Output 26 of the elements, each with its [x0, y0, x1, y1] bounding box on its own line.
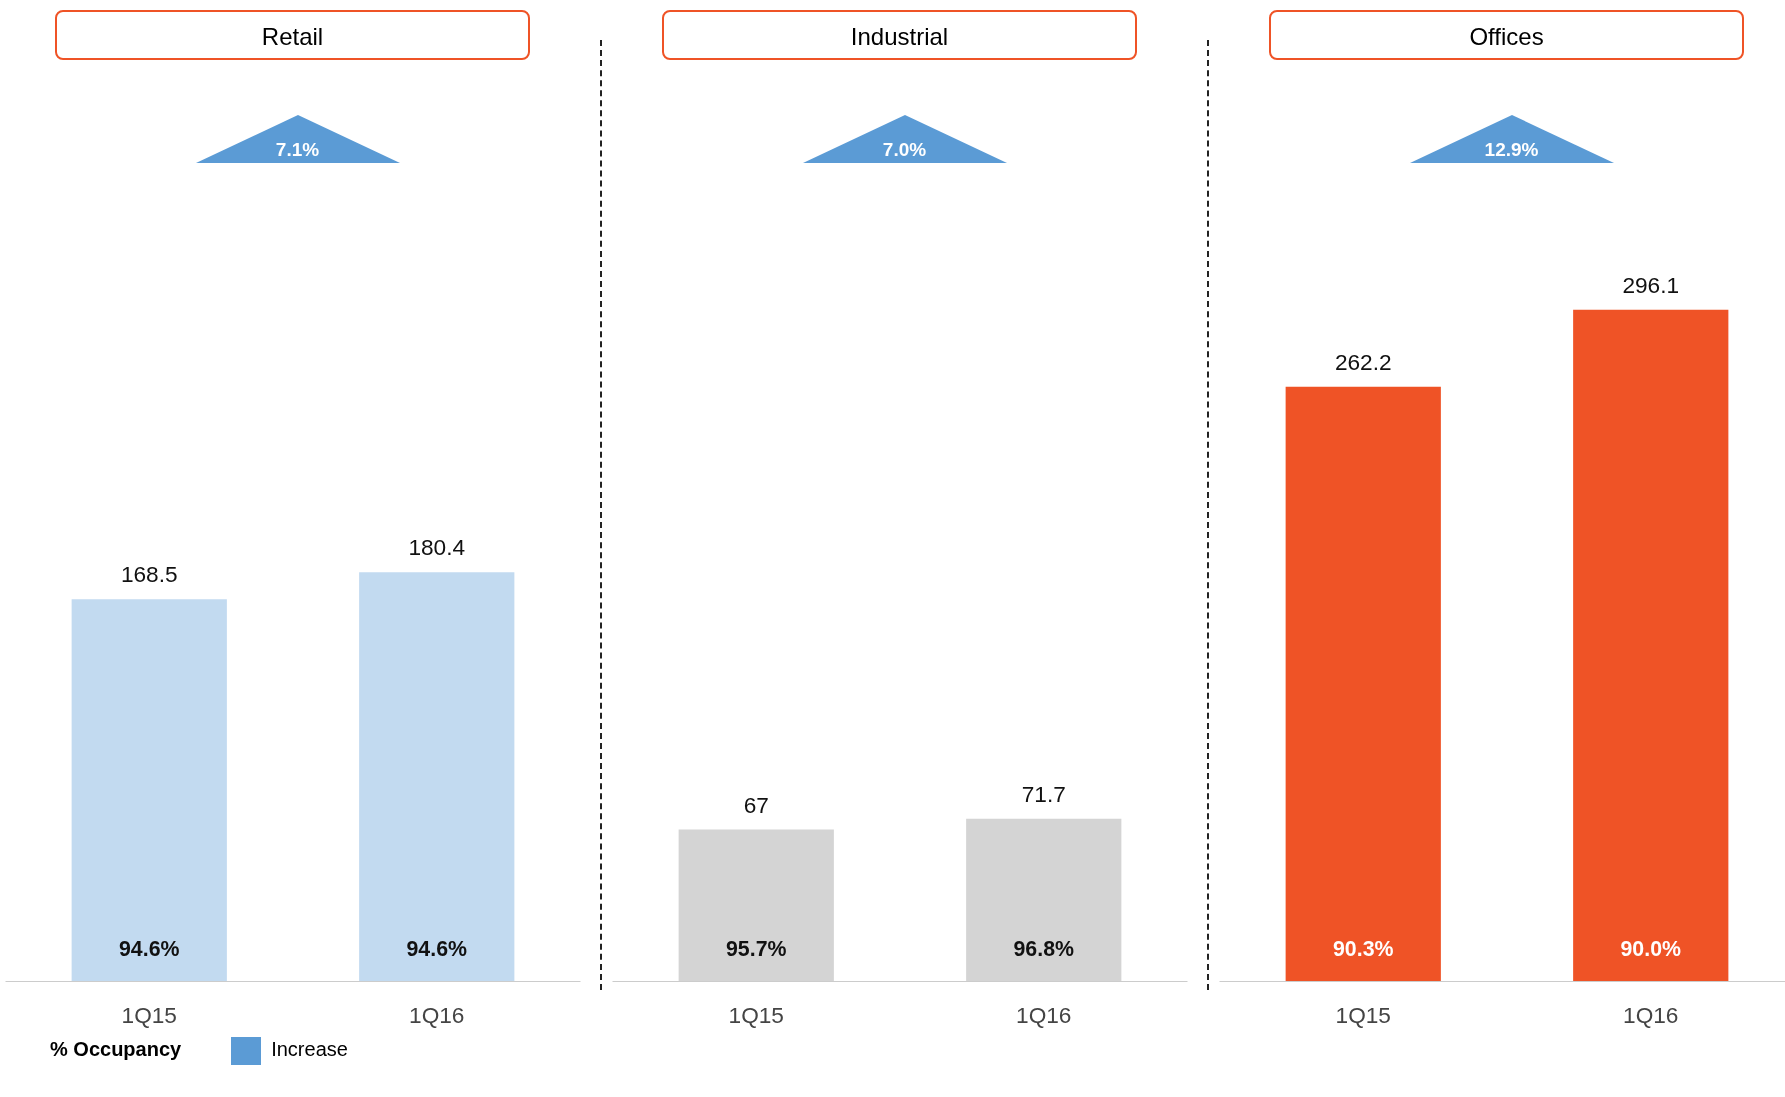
- data-label: 180.4: [408, 534, 466, 561]
- annotation: 94.6%: [406, 937, 468, 962]
- x-tick-label: 1Q16: [1623, 1001, 1679, 1028]
- chart-title: Offices: [1469, 22, 1544, 52]
- annotation: 90.0%: [1620, 937, 1682, 962]
- text: Increase: [271, 1038, 348, 1060]
- chart-title: Retail: [261, 22, 324, 52]
- text: 7.0%: [881, 137, 928, 162]
- data-label: 262.2: [1334, 348, 1392, 375]
- data-label: 67: [743, 791, 769, 818]
- x-tick-label: 1Q15: [121, 1001, 177, 1028]
- x-tick-label: 1Q16: [409, 1001, 465, 1028]
- x-tick-label: 1Q15: [728, 1001, 784, 1028]
- annotation: 95.7%: [726, 937, 787, 962]
- data-label: 71.7: [1021, 781, 1066, 808]
- data-label: 168.5: [120, 561, 178, 588]
- x-tick-label: 1Q16: [1016, 1001, 1072, 1028]
- annotation: 96.8%: [1013, 937, 1075, 962]
- text: 12.9%: [1483, 137, 1540, 162]
- annotation: 90.3%: [1333, 937, 1394, 962]
- x-tick-label: 1Q15: [1335, 1001, 1391, 1028]
- chart-title: Industrial: [850, 22, 949, 52]
- data-label: 296.1: [1622, 272, 1680, 299]
- annotation: 94.6%: [119, 937, 180, 962]
- text: % Occupancy: [50, 1038, 182, 1060]
- text: 7.1%: [274, 137, 321, 162]
